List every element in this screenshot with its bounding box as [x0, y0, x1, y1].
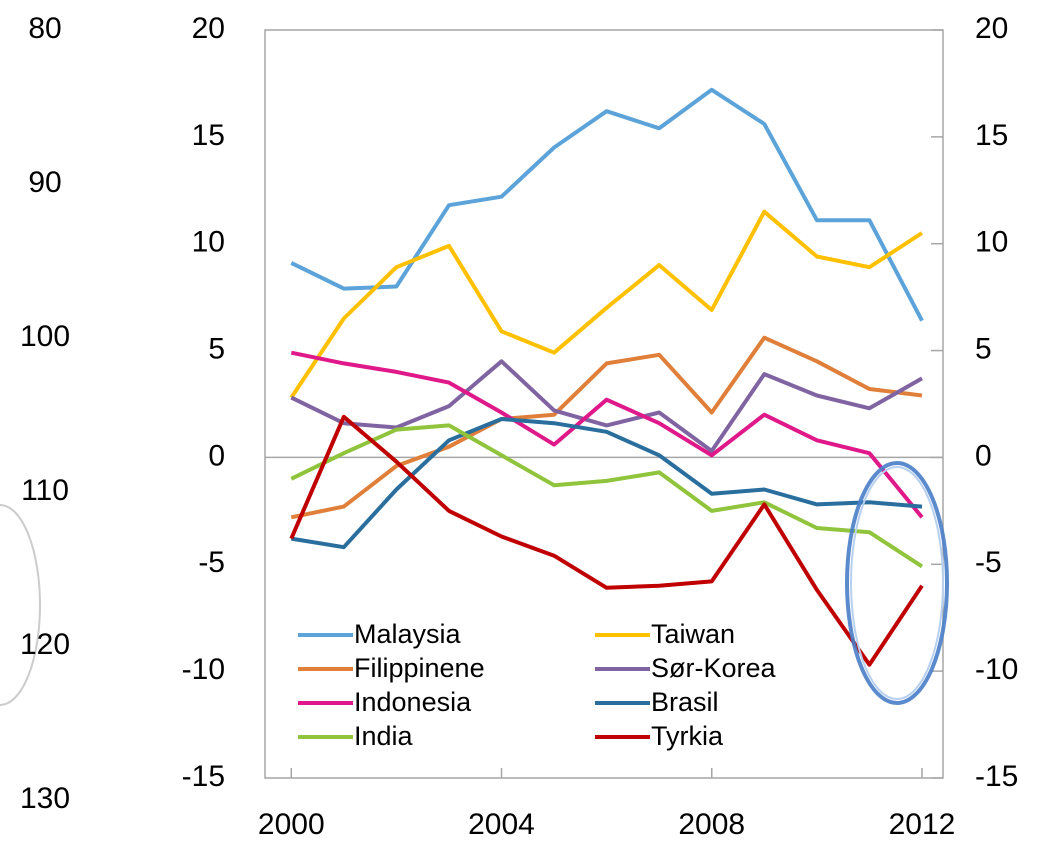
y2-tick-label: -10 [975, 653, 1018, 686]
y3-tick-label: 120 [20, 628, 70, 661]
y3-tick-label: 100 [20, 320, 70, 353]
legend-label: Malaysia [354, 619, 462, 649]
legend-label: Sør-Korea [651, 653, 777, 683]
y-tick-label: 20 [192, 12, 225, 45]
y-tick-label: -10 [182, 653, 225, 686]
y3-tick-label: 110 [21, 474, 69, 507]
y2-tick-label: -15 [975, 760, 1018, 793]
y3-tick-label: 90 [28, 166, 61, 199]
x-tick-label: 2012 [889, 808, 956, 841]
series-line [290, 417, 923, 550]
decoration-arc [0, 504, 41, 706]
y2-tick-label: 15 [975, 119, 1008, 152]
series-line [290, 359, 923, 453]
series-line [290, 87, 924, 322]
x-tick-label: 2004 [468, 808, 535, 841]
legend-label: Brasil [651, 687, 719, 717]
y-tick-label: 5 [208, 332, 225, 365]
series-line [289, 414, 924, 667]
y-tick-label: -5 [198, 546, 225, 579]
y3-tick-label: 130 [20, 782, 70, 815]
legend: Malaysia Taiwan Filippinene Sør-Korea Indone… [298, 619, 777, 751]
y2-tick-label: 5 [975, 332, 992, 365]
series-line [290, 350, 924, 519]
y2-tick-label: 20 [975, 12, 1008, 45]
y-tick-label: 15 [192, 119, 225, 152]
x-tick-label: 2000 [258, 808, 325, 841]
y-tick-label: 0 [208, 439, 225, 472]
y2-tick-label: -5 [975, 546, 1002, 579]
legend-label: Filippinene [354, 653, 485, 683]
y3-tick-label: 80 [28, 12, 61, 45]
y2-tick-label: 0 [975, 439, 992, 472]
legend-label: India [354, 721, 414, 751]
series-line [290, 423, 924, 569]
legend-label: Tyrkia [651, 721, 724, 751]
y-tick-label: -15 [182, 760, 225, 793]
legend-label: Taiwan [651, 619, 735, 649]
series-line [289, 209, 924, 399]
series-line [290, 335, 923, 520]
plot-frame [264, 29, 944, 779]
highlight-ellipse [845, 461, 949, 705]
y-tick-label: 10 [192, 226, 225, 259]
highlight-ellipse-inner [850, 466, 944, 700]
y2-tick-label: 10 [975, 226, 1008, 259]
plot: -15 -10 -5 0 5 10 15 20 -15 -10 -5 0 5 10 15 20 80 90 100 1… [20, 12, 1018, 841]
legend-label: Indonesia [354, 687, 472, 717]
x-tick-label: 2008 [678, 808, 745, 841]
